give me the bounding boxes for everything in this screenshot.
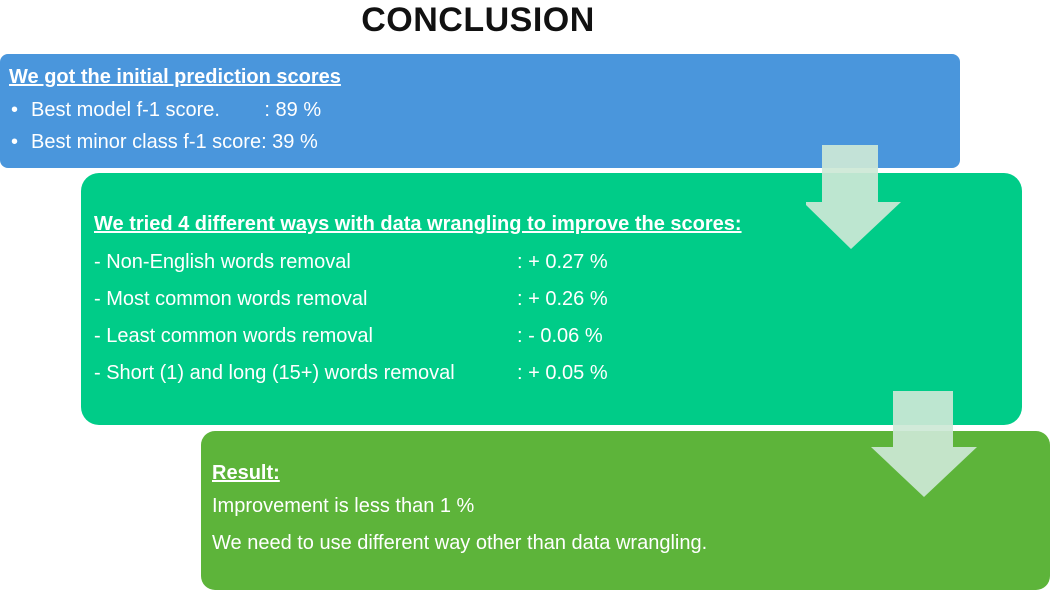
list-item: - Short (1) and long (15+) words removal…: [94, 355, 1022, 392]
result-line: We need to use different way other than …: [212, 532, 708, 554]
method-label: - Non-English words removal: [94, 251, 351, 273]
result-heading: Result:: [212, 462, 280, 484]
list-item: - Non-English words removal : + 0.27 %: [94, 244, 1022, 281]
method-label: - Most common words removal: [94, 288, 368, 310]
initial-scores-box: We got the initial prediction scores Bes…: [0, 54, 960, 168]
page-title: CONCLUSION: [361, 1, 595, 39]
method-value: : - 0.06 %: [517, 325, 603, 347]
list-item: - Least common words removal : - 0.06 %: [94, 318, 1022, 355]
initial-scores-list: Best model f-1 score. : 89 % Best minor …: [9, 94, 960, 158]
data-wrangling-list: - Non-English words removal : + 0.27 % -…: [94, 244, 1022, 392]
method-label: - Short (1) and long (15+) words removal: [94, 362, 455, 384]
list-item: - Most common words removal : + 0.26 %: [94, 281, 1022, 318]
method-value: : + 0.27 %: [517, 251, 608, 273]
data-wrangling-heading: We tried 4 different ways with data wran…: [94, 213, 742, 235]
down-arrow-icon: [806, 145, 901, 249]
list-item: Best minor class f-1 score: 39 %: [9, 126, 960, 158]
method-value: : + 0.26 %: [517, 288, 608, 310]
result-line: Improvement is less than 1 %: [212, 495, 475, 517]
initial-scores-heading: We got the initial prediction scores: [9, 66, 341, 88]
down-arrow-icon: [871, 391, 977, 497]
method-value: : + 0.05 %: [517, 362, 608, 384]
list-item: Best model f-1 score. : 89 %: [9, 94, 960, 126]
method-label: - Least common words removal: [94, 325, 373, 347]
